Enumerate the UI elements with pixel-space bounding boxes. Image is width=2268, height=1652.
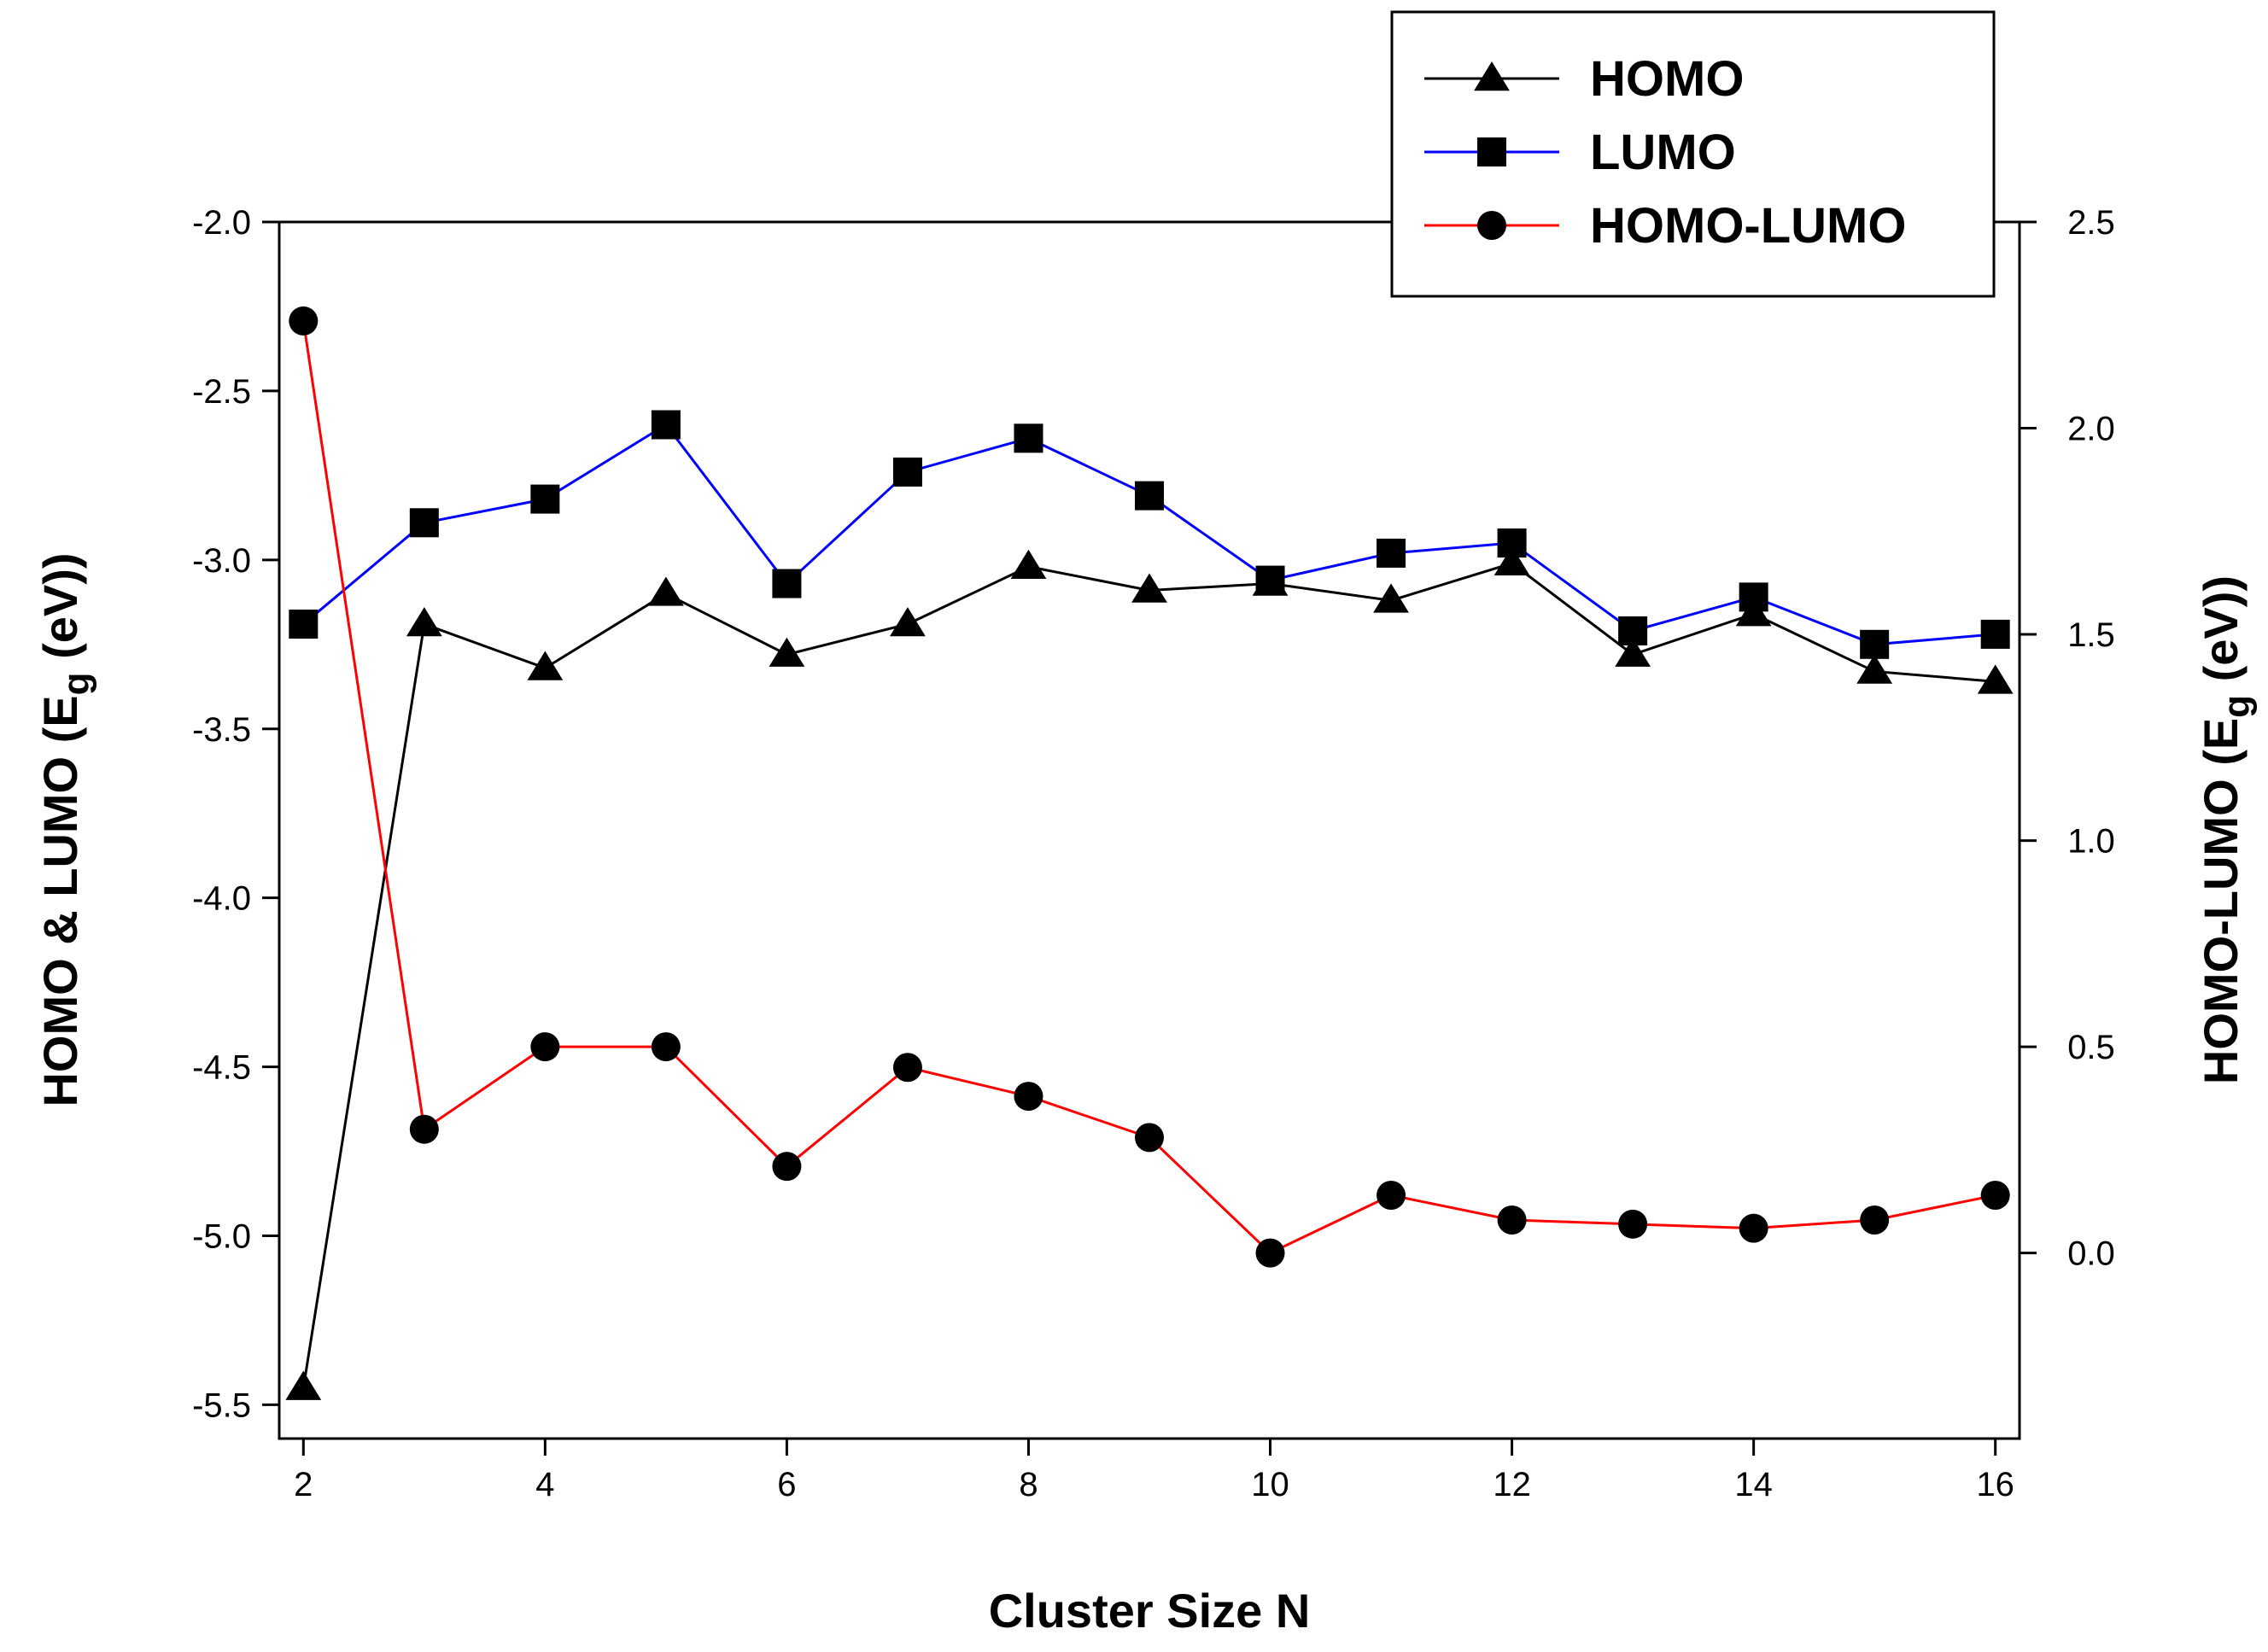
data-point-homo [1615, 637, 1651, 667]
data-point-homo-lumo [772, 1152, 802, 1182]
data-point-homo-lumo [289, 306, 319, 336]
y-left-tick-label: -2.5 [192, 373, 251, 411]
x-tick-label: 8 [1019, 1466, 1038, 1503]
x-axis: 2 4 6 8 10 12 14 16 [294, 1439, 2014, 1503]
data-point-homo-lumo [1135, 1123, 1164, 1153]
y-left-tick-label: -5.5 [192, 1386, 251, 1424]
data-point-homo [1493, 546, 1530, 576]
data-point-lumo [1739, 582, 1768, 612]
x-axis-title: Cluster Size N [989, 1584, 1311, 1637]
y-axis-left: -2.0 -2.5 -3.0 -3.5 -4.0 -4.5 -5.0 -5.5 [192, 204, 279, 1424]
data-point-lumo [1980, 619, 2010, 649]
y-right-tick-label: 2.5 [2067, 204, 2115, 242]
data-point-homo [769, 637, 805, 667]
data-point-homo-lumo [1377, 1181, 1406, 1210]
data-point-lumo [1014, 423, 1043, 453]
data-point-homo-lumo [651, 1032, 681, 1062]
data-point-homo [647, 576, 684, 606]
y-right-tick-label: 2.0 [2067, 411, 2115, 448]
y-left-tick-label: -3.0 [192, 542, 251, 580]
y-right-tick-label: 0.5 [2067, 1029, 2115, 1066]
data-point-homo [1131, 573, 1167, 603]
data-point-homo-lumo [409, 1114, 439, 1144]
data-point-lumo [530, 484, 560, 514]
y-left-tick-label: -4.0 [192, 880, 251, 918]
data-point-homo [1977, 664, 2014, 694]
legend-marker-homo [1474, 61, 1510, 91]
legend-label-homo: HOMO [1590, 51, 1744, 107]
x-tick-label: 12 [1493, 1466, 1531, 1503]
data-point-lumo [409, 508, 439, 538]
data-point-homo-lumo [1255, 1238, 1285, 1268]
data-point-homo-lumo [1497, 1205, 1527, 1235]
legend-label-lumo: LUMO [1590, 125, 1736, 180]
y-left-tick-label: -3.5 [192, 711, 251, 749]
legend-marker-lumo [1477, 137, 1506, 166]
data-point-homo-lumo [892, 1053, 922, 1083]
data-point-lumo [289, 610, 319, 639]
data-point-homo [1010, 549, 1047, 579]
series-line-homo [301, 562, 1996, 1388]
x-tick-label: 16 [1976, 1466, 2014, 1503]
data-point-homo-lumo [1739, 1213, 1768, 1243]
x-tick-label: 14 [1734, 1466, 1773, 1503]
legend-marker-homo-lumo [1477, 211, 1506, 240]
x-tick-label: 2 [294, 1466, 313, 1503]
data-point-homo-lumo [530, 1032, 560, 1062]
data-point-homo [406, 607, 442, 637]
legend-items: HOMO LUMO HOMO-LUMO [1424, 51, 1907, 254]
x-tick-label: 10 [1251, 1466, 1289, 1503]
data-point-lumo [1255, 565, 1285, 595]
data-point-lumo [772, 569, 802, 598]
data-point-homo-lumo [1014, 1082, 1043, 1112]
data-point-lumo [651, 410, 681, 440]
data-point-lumo [892, 457, 922, 487]
data-point-homo [527, 651, 564, 680]
y-right-tick-label: 1.5 [2067, 616, 2115, 654]
data-point-homo-lumo [1980, 1181, 2010, 1210]
x-tick-label: 4 [535, 1466, 554, 1503]
y-right-tick-label: 1.0 [2067, 823, 2115, 861]
data-point-homo-lumo [1618, 1209, 1648, 1239]
y-left-tick-label: -4.5 [192, 1049, 251, 1087]
y-axis-right: 2.5 2.0 1.5 1.0 0.5 0.0 [2020, 204, 2115, 1273]
legend: HOMO LUMO HOMO-LUMO [1390, 10, 1996, 298]
y-axis-left-title: HOMO & LUMO (Eg (eV)) [33, 552, 97, 1106]
data-point-homo [1373, 583, 1409, 613]
y-right-tick-label: 0.0 [2067, 1235, 2115, 1273]
data-point-homo-lumo [1860, 1205, 1890, 1235]
data-point-homo [890, 607, 926, 637]
data-point-lumo [1618, 616, 1648, 645]
data-point-lumo [1135, 481, 1164, 511]
data-point-lumo [1860, 629, 1890, 659]
data-point-lumo [1497, 528, 1527, 558]
y-axis-right-title: HOMO-LUMO (Eg (eV)) [2194, 575, 2258, 1084]
data-point-lumo [1377, 538, 1406, 568]
series-layer [285, 306, 2014, 1400]
legend-label-homo-lumo: HOMO-LUMO [1590, 198, 1907, 254]
data-point-homo [1856, 654, 1893, 684]
x-tick-label: 6 [777, 1466, 796, 1503]
data-point-homo [285, 1370, 322, 1400]
series-line-homo-lumo [301, 320, 1996, 1255]
y-left-tick-label: -5.0 [192, 1218, 251, 1256]
plot-frame [278, 220, 2021, 1440]
y-left-tick-label: -2.0 [192, 204, 251, 242]
